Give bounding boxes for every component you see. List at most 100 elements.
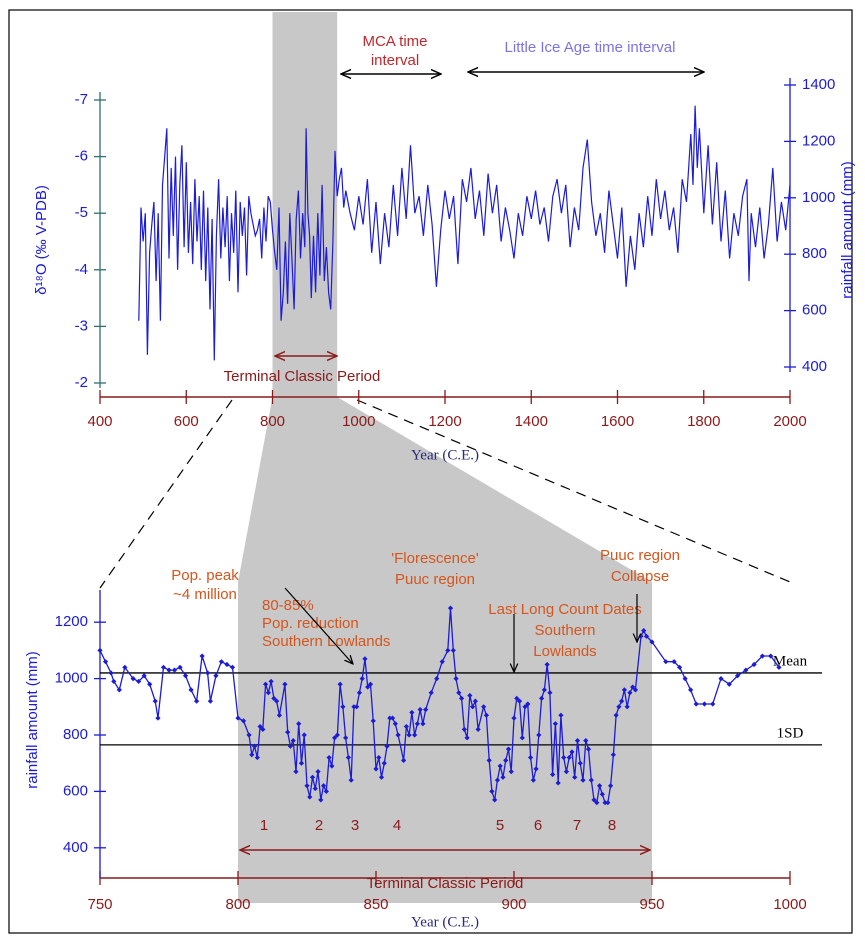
- data-point: [370, 718, 376, 724]
- data-point: [166, 667, 172, 673]
- data-point: [188, 687, 194, 693]
- data-point: [417, 707, 423, 713]
- y-tick-label: -4: [75, 261, 88, 278]
- data-point: [263, 681, 269, 687]
- y2-tick-label: 800: [802, 245, 827, 262]
- data-point: [301, 732, 307, 738]
- data-point: [326, 754, 332, 761]
- data-point: [602, 800, 608, 806]
- data-point: [580, 777, 586, 783]
- x-tick-label: 1200: [428, 413, 461, 430]
- data-point: [710, 701, 716, 707]
- data-point: [199, 653, 205, 659]
- data-point: [605, 800, 611, 806]
- x-tick-label: 900: [501, 896, 526, 913]
- x-tick-label: 1000: [773, 896, 806, 913]
- data-point: [312, 785, 318, 792]
- reference-label: 1SD: [777, 725, 804, 741]
- data-point: [194, 698, 200, 704]
- data-point: [111, 678, 117, 685]
- data-point: [544, 661, 550, 668]
- data-point: [409, 709, 415, 716]
- y2-axis-label: rainfall amount (mm): [839, 161, 856, 299]
- data-point: [401, 757, 407, 763]
- data-point: [688, 687, 694, 693]
- data-point: [265, 690, 271, 696]
- data-point: [251, 743, 258, 749]
- data-point: [555, 780, 561, 786]
- x-tick-label: 1800: [687, 413, 720, 430]
- data-point: [182, 673, 189, 679]
- data-point: [458, 695, 465, 701]
- annotation: Puuc region Collapse: [600, 547, 680, 585]
- annotation-line: Southern Lowlands: [262, 633, 390, 650]
- data-point: [776, 664, 782, 670]
- y2-tick-label: 1200: [802, 132, 835, 149]
- data-point: [423, 707, 429, 713]
- data-point: [362, 656, 368, 662]
- data-point: [574, 738, 581, 744]
- annotation: Terminal Classic Period: [367, 875, 524, 892]
- annotation: Little Ice Age time interval: [505, 39, 676, 56]
- data-point: [254, 754, 260, 761]
- data-point: [160, 664, 167, 670]
- data-point: [503, 757, 509, 763]
- data-point: [337, 681, 343, 687]
- data-point: [246, 732, 252, 738]
- data-point: [384, 743, 390, 749]
- data-point: [348, 777, 354, 783]
- x-axis-label: Year (C.E.): [411, 447, 479, 463]
- data-point: [464, 735, 470, 741]
- data-point: [552, 721, 558, 727]
- data-point: [483, 712, 489, 718]
- data-point: [734, 673, 741, 679]
- data-point: [205, 670, 211, 676]
- data-point: [519, 735, 525, 741]
- annotation-line: Puuc region: [395, 571, 475, 588]
- data-point: [152, 698, 158, 704]
- data-point: [563, 769, 570, 775]
- y2-tick-label: 400: [802, 358, 827, 375]
- data-point: [373, 766, 379, 772]
- data-point: [354, 704, 360, 710]
- data-point: [569, 749, 575, 755]
- data-point: [447, 605, 454, 611]
- data-point: [141, 673, 147, 679]
- data-point: [293, 769, 299, 775]
- data-point: [588, 777, 594, 783]
- x-tick-label: 400: [87, 413, 112, 430]
- drought-label: 3: [351, 817, 359, 834]
- data-point: [726, 681, 732, 687]
- data-point: [287, 743, 294, 749]
- data-point: [395, 732, 401, 738]
- data-point: [434, 676, 440, 682]
- data-point: [677, 664, 683, 670]
- data-point: [693, 701, 699, 707]
- data-point: [572, 774, 578, 780]
- data-point: [505, 746, 512, 752]
- annotation-line: ~4 million: [173, 586, 237, 603]
- data-point: [323, 788, 329, 794]
- data-point: [320, 783, 327, 789]
- data-point: [147, 681, 153, 687]
- data-point: [381, 760, 387, 766]
- data-point: [608, 783, 614, 789]
- data-point: [290, 738, 296, 744]
- x-tick-label: 850: [363, 896, 388, 913]
- data-point: [475, 726, 481, 732]
- y2-tick-label: 1400: [802, 76, 835, 93]
- data-point: [378, 774, 385, 780]
- data-point: [428, 690, 434, 696]
- data-point: [229, 664, 236, 670]
- data-point: [500, 774, 506, 780]
- data-point: [332, 735, 338, 741]
- data-point: [102, 659, 109, 665]
- data-point: [406, 732, 412, 738]
- data-point: [340, 704, 346, 710]
- data-point: [450, 647, 456, 653]
- data-point: [558, 712, 564, 718]
- annotation: MCA time interval: [362, 33, 427, 69]
- x-axis-label: Year (C.E.): [411, 914, 479, 930]
